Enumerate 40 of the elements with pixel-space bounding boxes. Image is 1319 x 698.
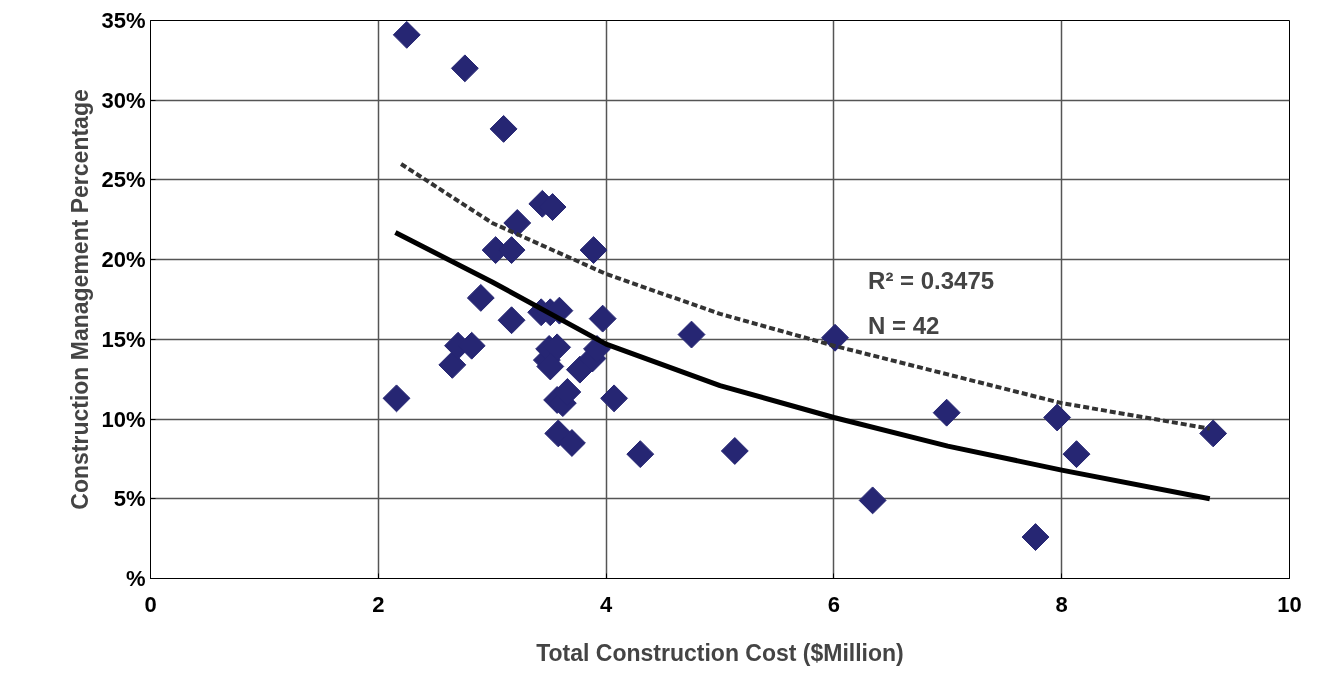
point — [626, 440, 655, 469]
point — [1062, 440, 1091, 469]
point — [588, 304, 617, 333]
x-axis-title: Total Construction Cost ($Million) — [536, 639, 904, 666]
point — [557, 429, 586, 457]
annotation: R² = 0.3475 — [868, 266, 995, 294]
point — [821, 323, 849, 352]
x-tick-label: 0 — [144, 591, 157, 617]
point — [497, 306, 526, 335]
x-tick-label: 10 — [1277, 591, 1302, 617]
y-tick-label: 10% — [101, 406, 146, 432]
point — [720, 437, 749, 465]
point — [858, 486, 887, 515]
point — [503, 209, 532, 237]
point — [438, 350, 467, 379]
point — [382, 384, 411, 413]
point — [466, 283, 495, 312]
x-tick-label: 4 — [599, 591, 613, 617]
y-tick-label: 5% — [113, 486, 146, 512]
y-tick-label: 25% — [101, 167, 146, 193]
point — [1043, 403, 1072, 432]
point — [600, 384, 629, 413]
point — [677, 320, 706, 349]
point — [450, 54, 479, 83]
point — [1021, 523, 1050, 551]
x-tick-label: 2 — [372, 591, 385, 617]
annotation: N = 42 — [868, 311, 940, 339]
y-tick-label: 35% — [101, 8, 146, 33]
y-axis-title: Construction Management Percentage — [67, 89, 94, 510]
point — [489, 114, 518, 143]
y-tick-label: 15% — [101, 326, 146, 352]
point — [1199, 419, 1228, 448]
y-tick-label: 20% — [101, 247, 146, 273]
x-tick-label: 8 — [1055, 591, 1068, 617]
y-tick-label: % — [125, 566, 146, 591]
point — [579, 236, 608, 265]
y-tick-label: 30% — [101, 87, 146, 113]
point — [392, 20, 421, 49]
x-tick-label: 6 — [827, 591, 841, 617]
point — [932, 398, 961, 427]
